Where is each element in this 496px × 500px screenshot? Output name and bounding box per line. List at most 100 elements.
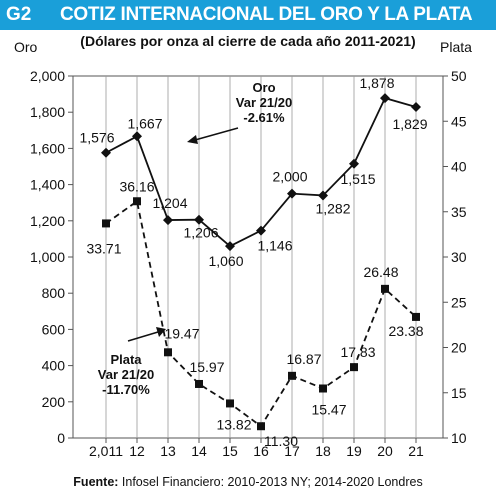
right-tick-label: 50 [451, 68, 467, 84]
plata-annotation-line2: Var 21/20 [98, 367, 154, 382]
plata-annotation-line3: -11.70% [102, 382, 150, 397]
right-tick-label: 10 [451, 430, 467, 446]
left-tick-label: 1,400 [30, 177, 65, 193]
x-tick-label: 2,011 [89, 443, 123, 459]
left-tick-label: 200 [42, 394, 66, 410]
oro-point [380, 93, 390, 104]
plata-point [412, 312, 420, 321]
plata-point [133, 197, 141, 206]
source-text: Infosel Financiero: 2010-2013 NY; 2014-2… [118, 475, 422, 489]
right-axis-label: Plata [440, 39, 472, 55]
x-tick-label: 16 [253, 443, 269, 459]
oro-point [318, 190, 328, 201]
right-tick-label: 35 [451, 204, 467, 220]
source-bold: Fuente: [73, 475, 118, 489]
right-tick-label: 30 [451, 249, 467, 265]
oro-point [287, 188, 297, 199]
source-note: Fuente: Infosel Financiero: 2010-2013 NY… [73, 475, 422, 489]
oro-data-label: 1,515 [340, 171, 375, 187]
x-tick-label: 14 [191, 443, 207, 459]
plata-point [226, 399, 234, 408]
oro-point [132, 131, 142, 142]
plata-annotation-line1: Plata [110, 352, 142, 367]
oro-data-label: 1,060 [208, 253, 243, 269]
oro-point [225, 241, 235, 252]
oro-annotation-line2: Var 21/20 [236, 95, 292, 110]
figure-code: G2 [6, 4, 32, 25]
data-labels: 1,576 1,667 1,204 1,206 1,060 1,146 2,000 1,282… [79, 75, 427, 449]
oro-annotation-line3: -2.61% [243, 110, 285, 125]
right-tick-label: 15 [451, 385, 467, 401]
plata-data-label: 36.16 [119, 178, 154, 194]
x-tick-label: 21 [408, 443, 424, 459]
oro-point [163, 215, 173, 226]
oro-data-label: 2,000 [272, 169, 307, 185]
plata-arrowhead [156, 327, 166, 337]
plata-point [102, 219, 110, 228]
left-tick-label: 800 [42, 285, 66, 301]
x-tick-label: 12 [129, 443, 145, 459]
plata-point [195, 379, 203, 388]
left-tick-label: 2,000 [30, 68, 65, 84]
oro-data-label: 1,829 [392, 116, 427, 132]
x-tick-label: 17 [284, 443, 300, 459]
oro-annotation-arrow [194, 127, 239, 141]
oro-data-label: 1,576 [79, 130, 114, 146]
plata-data-label: 13.82 [216, 416, 251, 432]
left-tick-label: 1,600 [30, 140, 65, 156]
left-tick-label: 1,800 [30, 104, 65, 120]
oro-point [256, 225, 266, 236]
right-tick-label: 45 [451, 113, 467, 129]
plata-data-label: 17.83 [340, 344, 375, 360]
x-tick-label: 18 [315, 443, 331, 459]
left-tick-label: 600 [42, 321, 66, 337]
plata-data-label: 15.97 [189, 359, 224, 375]
series-group [101, 93, 421, 431]
left-tick-label: 400 [42, 358, 66, 374]
oro-point [411, 101, 421, 112]
axis-ticks: 2,011 12 13 14 15 16 17 18 19 20 21 0 200 400 600 800 1,… [30, 68, 467, 459]
plata-data-label: 16.87 [286, 351, 321, 367]
right-tick-label: 25 [451, 294, 467, 310]
oro-arrowhead [187, 135, 198, 144]
plata-point [257, 422, 265, 431]
plata-data-label: 33.71 [86, 240, 121, 256]
left-tick-label: 1,200 [30, 213, 65, 229]
oro-data-label: 1,146 [257, 238, 292, 254]
oro-point [101, 147, 111, 158]
oro-point [194, 214, 204, 225]
plata-point [319, 384, 327, 393]
plata-annotation: Plata Var 21/20 -11.70% [98, 327, 166, 397]
plata-point [164, 348, 172, 357]
grid-lines [105, 76, 417, 438]
x-tick-label: 15 [222, 443, 238, 459]
oro-data-label: 1,667 [127, 115, 162, 131]
plata-point [381, 284, 389, 293]
left-axis-label: Oro [14, 39, 38, 55]
oro-data-label: 1,206 [183, 225, 218, 241]
right-tick-label: 20 [451, 340, 467, 356]
plata-point [350, 363, 358, 372]
chart-subtitle: (Dólares por onza al cierre de cada año … [80, 33, 415, 49]
x-tick-label: 13 [160, 443, 176, 459]
plata-data-label: 19.47 [164, 325, 199, 341]
plata-data-label: 23.38 [388, 323, 423, 339]
oro-data-label: 1,878 [359, 75, 394, 91]
x-tick-label: 20 [377, 443, 393, 459]
header-bar: G2 COTIZ INTERNACIONAL DEL ORO Y LA PLAT… [0, 0, 496, 30]
plata-data-label: 15.47 [311, 401, 346, 417]
oro-data-label: 1,204 [152, 195, 187, 211]
left-tick-label: 1,000 [30, 249, 65, 265]
oro-data-label: 1,282 [315, 200, 350, 216]
oro-annotation-line1: Oro [252, 80, 275, 95]
left-tick-label: 0 [57, 430, 65, 446]
plata-data-label: 11.30 [264, 433, 298, 449]
right-tick-label: 40 [451, 159, 467, 175]
x-tick-label: 19 [346, 443, 362, 459]
plata-point [288, 371, 296, 380]
plata-annotation-arrow [127, 331, 159, 342]
oro-annotation: Oro Var 21/20 -2.61% [187, 80, 292, 144]
plata-data-label: 26.48 [363, 264, 398, 280]
oro-point [349, 158, 359, 169]
